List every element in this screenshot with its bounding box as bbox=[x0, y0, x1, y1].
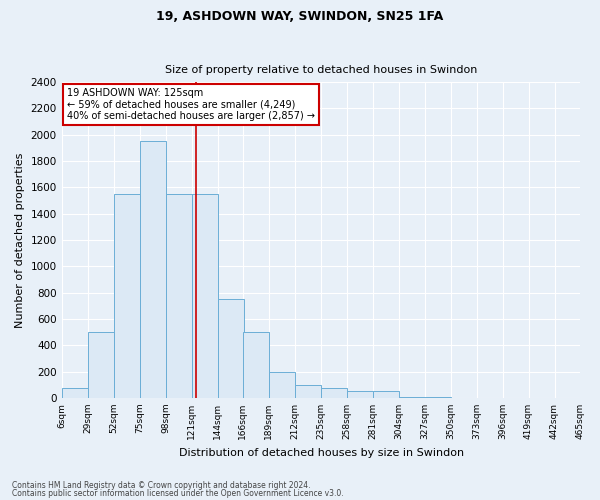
Bar bbox=[62, 388, 88, 398]
Bar bbox=[320, 388, 347, 398]
Bar bbox=[373, 392, 398, 398]
Bar bbox=[191, 194, 218, 398]
Text: Contains public sector information licensed under the Open Government Licence v3: Contains public sector information licen… bbox=[12, 488, 344, 498]
Bar bbox=[295, 385, 320, 398]
Text: 19, ASHDOWN WAY, SWINDON, SN25 1FA: 19, ASHDOWN WAY, SWINDON, SN25 1FA bbox=[157, 10, 443, 23]
Title: Size of property relative to detached houses in Swindon: Size of property relative to detached ho… bbox=[165, 66, 477, 76]
Bar bbox=[242, 332, 269, 398]
Bar bbox=[166, 194, 191, 398]
X-axis label: Distribution of detached houses by size in Swindon: Distribution of detached houses by size … bbox=[179, 448, 464, 458]
Bar bbox=[113, 194, 140, 398]
Bar bbox=[269, 372, 295, 398]
Bar bbox=[347, 392, 373, 398]
Bar bbox=[88, 332, 113, 398]
Text: Contains HM Land Registry data © Crown copyright and database right 2024.: Contains HM Land Registry data © Crown c… bbox=[12, 481, 311, 490]
Text: 19 ASHDOWN WAY: 125sqm
← 59% of detached houses are smaller (4,249)
40% of semi-: 19 ASHDOWN WAY: 125sqm ← 59% of detached… bbox=[67, 88, 315, 122]
Bar bbox=[140, 141, 166, 398]
Y-axis label: Number of detached properties: Number of detached properties bbox=[15, 152, 25, 328]
Bar bbox=[218, 299, 244, 398]
